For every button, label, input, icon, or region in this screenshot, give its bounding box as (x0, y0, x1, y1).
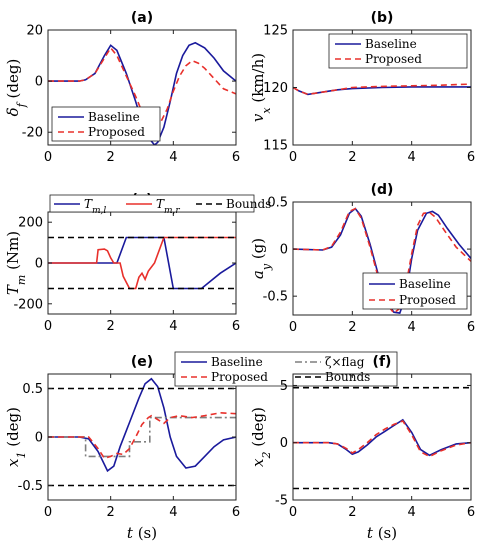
legend-label: Proposed (211, 370, 268, 384)
legend-label: Baseline (88, 110, 140, 124)
series-line (293, 420, 471, 458)
y-axis-label: x2 (deg) (249, 407, 273, 467)
series-line (48, 236, 236, 290)
x-tick-label: 0 (44, 505, 52, 520)
legend: Baseline Proposed (362, 272, 468, 310)
panel-title: (e) (131, 354, 153, 370)
y-tick-label: 120 (263, 81, 288, 96)
y-axis-label: Tm (Nm) (4, 231, 28, 295)
plot-area (293, 386, 471, 490)
legend-label: ζ×flag (325, 355, 365, 369)
y-tick-label: 0 (35, 257, 43, 272)
x-tick-label: 4 (408, 320, 416, 335)
y-tick-label: 115 (263, 139, 288, 154)
y-tick-label: -5 (275, 494, 288, 509)
axes-box (47, 29, 237, 146)
legend-label: Tm,l (84, 197, 106, 216)
series-line (48, 411, 236, 460)
legend-label: Bounds (325, 370, 370, 384)
x-tick-label: 0 (44, 319, 52, 334)
axes-box (292, 201, 472, 316)
series-line (48, 236, 236, 290)
y-tick-label: -0.5 (263, 290, 288, 305)
y-tick-label: 0 (280, 436, 288, 451)
series-line (48, 416, 236, 458)
y-axis-label: δf (deg) (4, 59, 28, 117)
x-tick-label: 2 (107, 505, 115, 520)
legend-label: Tm,r (156, 197, 180, 216)
series-line (293, 207, 471, 314)
panel-title: (d) (371, 182, 394, 198)
x-tick-label: 2 (107, 150, 115, 165)
legend-label: Proposed (88, 125, 145, 139)
series-line (293, 83, 471, 96)
x-tick-label: 6 (467, 505, 475, 520)
x-tick-label: 6 (467, 320, 475, 335)
panel-e: (e)0 2 4 6-0.500.5x1 (deg)t (s)Baseline ζ×fl… (4, 351, 398, 542)
y-tick-label: -0.5 (18, 479, 43, 494)
plot-area (293, 207, 471, 315)
x-tick-label: 4 (169, 150, 177, 165)
x-tick-label: 0 (289, 150, 297, 165)
legend-label: Proposed (399, 293, 456, 307)
x-tick-label: 0 (289, 320, 297, 335)
x-tick-label: 6 (232, 505, 240, 520)
y-tick-label: -200 (13, 297, 43, 312)
plot-area (48, 377, 236, 487)
x-axis-label: t (s) (127, 524, 157, 542)
y-tick-label: -20 (22, 126, 43, 141)
legend-label: Proposed (365, 52, 422, 66)
x-tick-label: 4 (408, 505, 416, 520)
plot-area (293, 83, 471, 96)
y-tick-label: 20 (26, 24, 43, 39)
x-tick-label: 4 (169, 505, 177, 520)
x-tick-label: 2 (107, 319, 115, 334)
legend-label: Bounds (226, 197, 271, 211)
panel-title: (a) (131, 10, 153, 26)
series-line (293, 207, 471, 315)
legend: Tm,l Tm,r Bounds (49, 194, 271, 216)
x-tick-label: 0 (44, 150, 52, 165)
plot-area (48, 236, 236, 290)
y-tick-label: 0 (35, 431, 43, 446)
panel-title: (b) (371, 10, 394, 26)
panel-title: (f) (373, 354, 392, 370)
legend-label: Baseline (399, 277, 451, 291)
series-line (293, 86, 471, 96)
y-tick-label: 200 (18, 216, 43, 231)
axes-box (292, 373, 472, 501)
y-tick-label: 0 (280, 243, 288, 258)
y-tick-label: 0 (35, 75, 43, 90)
legend-label: Baseline (211, 355, 263, 369)
y-tick-label: 0.5 (267, 196, 288, 211)
x-tick-label: 4 (169, 319, 177, 334)
x-tick-label: 2 (348, 505, 356, 520)
series-line (48, 41, 236, 145)
x-tick-label: 0 (289, 505, 297, 520)
legend-label: Baseline (365, 37, 417, 51)
x-tick-label: 4 (408, 150, 416, 165)
y-axis-label: x1 (deg) (4, 407, 28, 467)
x-tick-label: 2 (348, 320, 356, 335)
x-tick-label: 6 (467, 150, 475, 165)
y-tick-label: 0.5 (22, 382, 43, 397)
x-tick-label: 6 (232, 150, 240, 165)
y-axis-label: ay (g) (249, 238, 273, 279)
series-line (48, 377, 236, 473)
y-tick-label: 125 (263, 24, 288, 39)
x-axis-label: t (s) (367, 524, 397, 542)
y-tick-label: 5 (280, 379, 288, 394)
x-tick-label: 6 (232, 319, 240, 334)
panel-b: (b) 0 2 4 6 115 120 125 vx (km/h) BaselinePropose… (249, 10, 475, 165)
x-tick-label: 2 (348, 150, 356, 165)
y-axis-label: vx (km/h) (249, 53, 273, 122)
